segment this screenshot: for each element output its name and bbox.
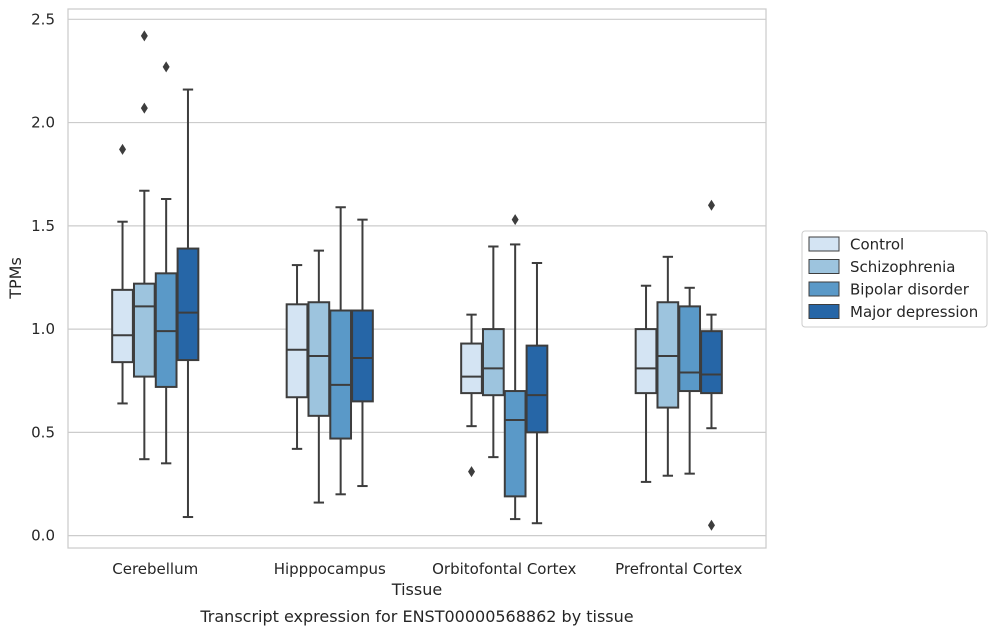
box-iqr — [700, 330, 723, 395]
box-iqr — [329, 309, 353, 440]
box-3 — [634, 284, 658, 483]
box-iqr — [525, 344, 549, 434]
box-1 — [307, 249, 331, 504]
box-1 — [285, 264, 309, 450]
legend-swatch — [808, 304, 840, 319]
y-tick-label: 1.0 — [31, 320, 55, 338]
box-iqr — [176, 247, 200, 362]
box-iqr — [481, 328, 505, 397]
box-2 — [525, 262, 549, 525]
outlier-point — [511, 214, 519, 226]
box-0 — [111, 143, 134, 405]
box-iqr — [285, 303, 309, 399]
y-tick-label: 1.5 — [31, 217, 55, 235]
y-tick-label: 2.0 — [31, 114, 55, 132]
box-2 — [503, 214, 527, 521]
outlier-point — [162, 61, 170, 73]
box-3 — [678, 286, 702, 475]
box-iqr — [154, 272, 178, 388]
series-bipolar-disorder — [154, 61, 702, 521]
outlier-point — [140, 102, 148, 114]
x-tick-label: Prefrontal Cortex — [615, 560, 742, 578]
box-3 — [700, 199, 723, 531]
chart-caption: Transcript expression for ENST0000056886… — [199, 607, 633, 626]
x-tick-label: Cerebellum — [112, 560, 198, 578]
legend-label: Bipolar disorder — [850, 281, 970, 299]
legend-items: Control Schizophrenia Bipolar disorder Majo… — [808, 236, 978, 321]
box-0 — [176, 88, 200, 519]
box-3 — [656, 255, 680, 477]
series-major-depression — [176, 88, 723, 531]
legend-frame — [801, 230, 988, 328]
y-tick-labels: 0.0 0.5 1.0 1.5 2.0 2.5 — [31, 10, 55, 544]
box-iqr — [656, 301, 680, 409]
legend-label: Control — [850, 236, 904, 254]
y-tick-label: 2.5 — [31, 10, 55, 28]
box-iqr — [307, 301, 331, 417]
x-tick-label: Hipppocampus — [274, 560, 386, 578]
legend-swatch — [808, 281, 840, 297]
outlier-point — [468, 466, 476, 478]
box-2 — [481, 245, 505, 459]
outlier-point — [707, 199, 715, 211]
box-1 — [329, 206, 353, 496]
box-0 — [154, 61, 178, 465]
legend-swatch — [808, 236, 840, 252]
legend-label: Schizophrenia — [850, 258, 955, 276]
box-2 — [460, 313, 483, 478]
box-1 — [351, 218, 374, 488]
y-axis-title: TPMs — [6, 257, 25, 300]
legend: Control Schizophrenia Bipolar disorder Majo… — [801, 230, 988, 328]
y-tick-label: 0.5 — [31, 423, 55, 441]
x-axis-title: Tissue — [391, 580, 442, 599]
outlier-point — [140, 30, 148, 42]
box-iqr — [351, 309, 374, 403]
box-iqr — [460, 342, 483, 395]
series-schizophrenia — [132, 30, 680, 504]
legend-swatch — [808, 259, 840, 274]
legend-label: Major depression — [850, 303, 978, 321]
box-series — [111, 30, 723, 531]
box-0 — [132, 30, 156, 461]
plot-area — [67, 8, 767, 549]
y-tick-label: 0.0 — [31, 527, 55, 545]
series-control — [111, 143, 658, 483]
outlier-point — [707, 519, 715, 531]
box-iqr — [634, 328, 658, 395]
box-iqr — [678, 305, 702, 393]
box-iqr — [132, 282, 156, 378]
x-tick-label: Orbitofontal Cortex — [432, 560, 576, 578]
box-iqr — [503, 390, 527, 498]
x-tick-labels: Cerebellum Hipppocampus Orbitofontal Corte… — [112, 560, 742, 578]
box-iqr — [111, 288, 134, 364]
outlier-point — [119, 143, 127, 155]
